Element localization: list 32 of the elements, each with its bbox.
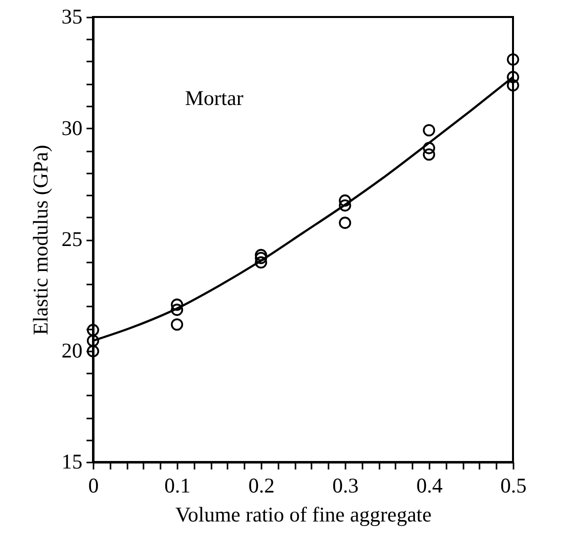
point — [170, 318, 184, 331]
point — [170, 298, 184, 311]
annotation: Mortar — [185, 86, 244, 110]
x-axis-title: Volume ratio of fine aggregate — [175, 502, 432, 526]
x-tick-label: 0 — [88, 474, 99, 498]
point — [506, 79, 520, 92]
point — [170, 304, 184, 316]
point — [422, 148, 436, 161]
x-tick-label: 0.2 — [248, 474, 275, 498]
x-tick-label: 0.5 — [500, 474, 527, 498]
point — [506, 53, 520, 66]
point — [86, 345, 100, 358]
point — [338, 199, 352, 212]
point — [254, 252, 268, 264]
point — [338, 216, 352, 229]
point — [506, 70, 520, 84]
point — [338, 194, 352, 207]
point — [86, 324, 100, 336]
y-tick-label: 25 — [62, 227, 82, 251]
point — [254, 256, 268, 269]
x-tick-label: 0.1 — [164, 474, 191, 498]
y-tick-label: 30 — [62, 116, 82, 140]
point — [254, 248, 268, 262]
y-tick-label: 15 — [62, 450, 82, 474]
x-tick-label: 0.3 — [332, 474, 359, 498]
point — [422, 124, 436, 136]
point — [422, 142, 436, 154]
y-tick-label: 20 — [62, 338, 82, 362]
y-tick-label: 35 — [62, 4, 82, 28]
y-axis-title: Elastic modulus (GPa) — [28, 144, 52, 336]
x-tick-label: 0.4 — [416, 474, 444, 498]
point — [86, 334, 100, 347]
